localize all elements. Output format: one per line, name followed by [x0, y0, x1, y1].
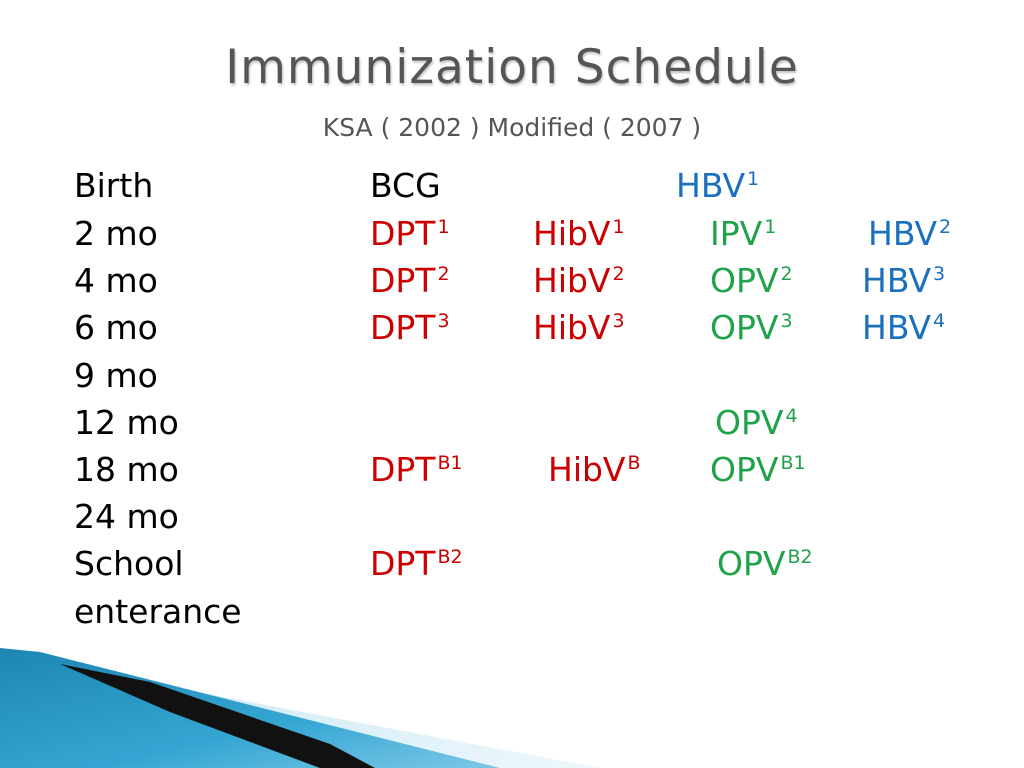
dose-number: 1 — [747, 168, 760, 190]
schedule-row: 18 mo DPT B1 HibV B OPV B1 — [0, 448, 1024, 492]
schedule-row: 4 mo DPT 2 HibV 2 OPV 2 HBV 3 — [0, 259, 1024, 303]
vaccine-entry: HibV 2 — [533, 259, 625, 308]
dose-number: 3 — [933, 263, 946, 285]
vaccine-name: OPV — [710, 450, 779, 489]
age-label: 9 mo — [74, 356, 158, 395]
dose-number: B1 — [780, 452, 806, 474]
dose-number: 4 — [933, 310, 946, 332]
schedule-row: enterance — [0, 590, 1024, 634]
dose-number: 3 — [612, 310, 625, 332]
vaccine-entry: OPV B1 — [710, 448, 806, 497]
dose-number: 1 — [612, 216, 625, 238]
schedule-row: 2 mo DPT 1 HibV 1 IPV 1 HBV 2 — [0, 212, 1024, 256]
vaccine-entry: HBV 2 — [868, 212, 951, 261]
dose-number: 2 — [437, 263, 450, 285]
vaccine-entry: DPT 3 — [370, 306, 450, 355]
vaccine-entry: OPV B2 — [717, 542, 813, 591]
dose-number: 1 — [437, 216, 450, 238]
dose-number: 2 — [612, 263, 625, 285]
schedule-row: 6 mo DPT 3 HibV 3 OPV 3 HBV 4 — [0, 306, 1024, 350]
vaccine-name: OPV — [717, 544, 786, 583]
vaccine-name: DPT — [370, 214, 436, 253]
vaccine-name: HibV — [548, 450, 626, 489]
vaccine-entry: HibV 3 — [533, 306, 625, 355]
vaccine-entry: DPT B1 — [370, 448, 463, 497]
dose-number: 1 — [764, 216, 777, 238]
dose-number: B1 — [437, 452, 463, 474]
vaccine-entry: OPV 4 — [715, 401, 798, 450]
age-label: 6 mo — [74, 308, 158, 347]
vaccine-entry: DPT B2 — [370, 542, 463, 591]
vaccine-entry: BCG — [370, 164, 441, 208]
schedule-row: 9 mo — [0, 354, 1024, 398]
age-label: enterance — [74, 592, 242, 631]
vaccine-entry: HBV 1 — [676, 164, 759, 213]
age-label: 12 mo — [74, 403, 179, 442]
schedule-row: 12 mo OPV 4 — [0, 401, 1024, 445]
vaccine-entry: IPV 1 — [710, 212, 776, 261]
age-label: School — [74, 544, 184, 583]
vaccine-name: OPV — [715, 403, 784, 442]
vaccine-entry: OPV 2 — [710, 259, 793, 308]
dose-number: B2 — [437, 546, 463, 568]
vaccine-entry: OPV 3 — [710, 306, 793, 355]
vaccine-entry: HBV 3 — [862, 259, 945, 308]
vaccine-entry: HibV 1 — [533, 212, 625, 261]
vaccine-name: HibV — [533, 214, 611, 253]
slide-subtitle: KSA ( 2002 ) Modified ( 2007 ) — [322, 113, 702, 142]
vaccine-name: DPT — [370, 544, 436, 583]
slide-title: Immunization Schedule — [225, 40, 799, 95]
vaccine-name: DPT — [370, 261, 436, 300]
dose-number: 3 — [780, 310, 793, 332]
age-label: 4 mo — [74, 261, 158, 300]
vaccine-name: BCG — [370, 166, 441, 205]
vaccine-name: HBV — [862, 308, 932, 347]
vaccine-name: HibV — [533, 308, 611, 347]
vaccine-name: IPV — [710, 214, 763, 253]
vaccine-name: OPV — [710, 308, 779, 347]
schedule-row: 24 mo — [0, 495, 1024, 539]
dose-number: 3 — [437, 310, 450, 332]
vaccine-name: HBV — [676, 166, 746, 205]
vaccine-name: DPT — [370, 308, 436, 347]
dose-number: 2 — [939, 216, 952, 238]
age-label: Birth — [74, 166, 154, 205]
vaccine-name: HBV — [868, 214, 938, 253]
age-label: 18 mo — [74, 450, 179, 489]
vaccine-name: HBV — [862, 261, 932, 300]
age-label: 24 mo — [74, 497, 179, 536]
vaccine-entry: DPT 1 — [370, 212, 450, 261]
vaccine-entry: HBV 4 — [862, 306, 945, 355]
schedule-row: School DPT B2 OPV B2 — [0, 542, 1024, 586]
vaccine-name: OPV — [710, 261, 779, 300]
schedule-row: Birth BCG HBV 1 — [0, 164, 1024, 208]
vaccine-entry: DPT 2 — [370, 259, 450, 308]
age-label: 2 mo — [74, 214, 158, 253]
dose-number: B2 — [787, 546, 813, 568]
vaccine-entry: HibV B — [548, 448, 641, 497]
vaccine-name: HibV — [533, 261, 611, 300]
dose-number: 2 — [780, 263, 793, 285]
dose-number: 4 — [785, 405, 798, 427]
vaccine-name: DPT — [370, 450, 436, 489]
dose-number: B — [627, 452, 641, 474]
